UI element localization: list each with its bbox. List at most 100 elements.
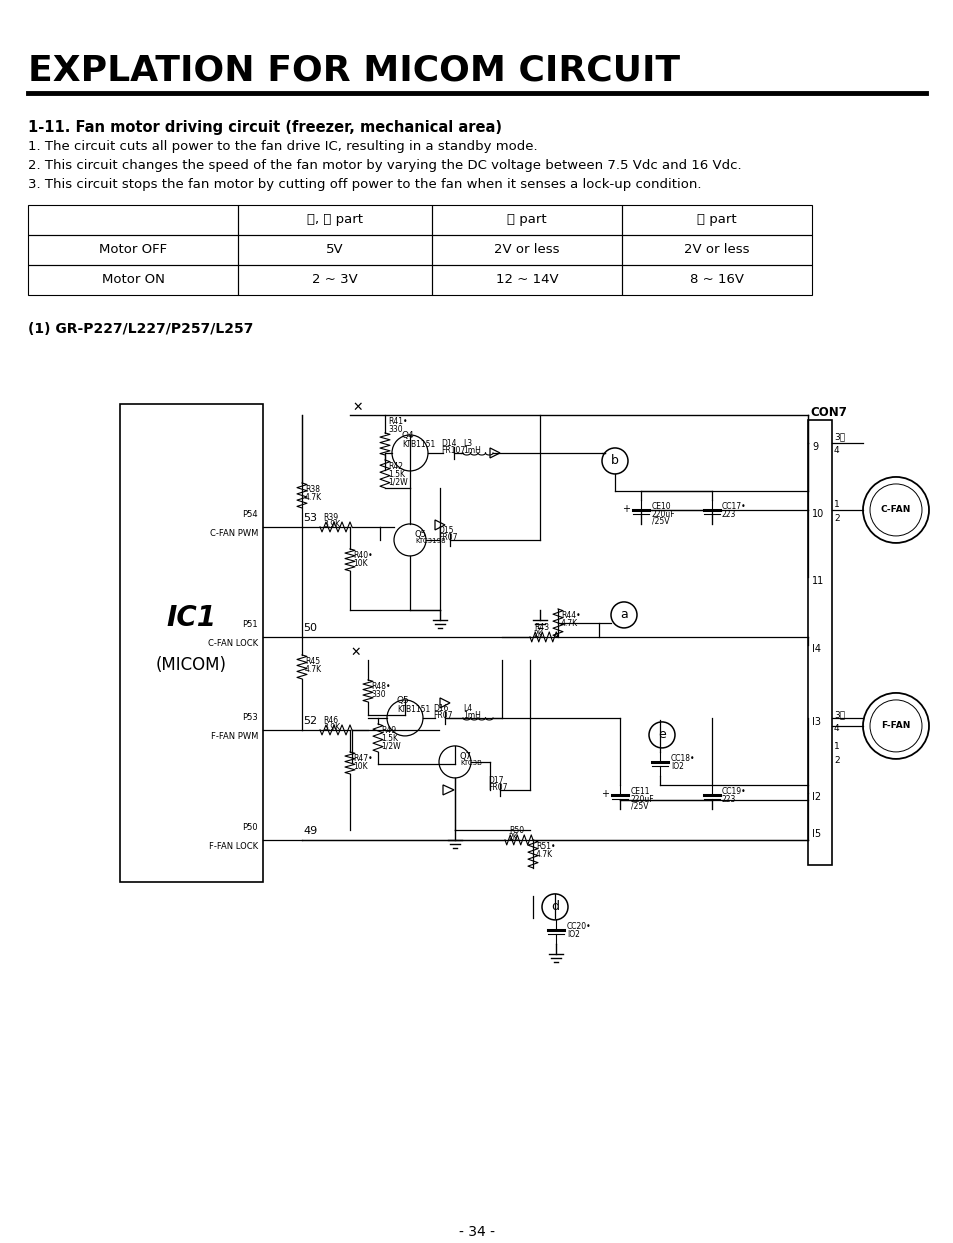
Text: CC20•: CC20•	[566, 922, 591, 931]
Text: 11: 11	[811, 576, 823, 585]
Bar	[28, 265, 237, 295]
Text: I2: I2	[811, 792, 821, 802]
Text: Motor ON: Motor ON	[101, 273, 164, 286]
Text: P53: P53	[242, 713, 257, 722]
Text: R46: R46	[323, 716, 337, 725]
Text: IC1: IC1	[167, 604, 216, 631]
Text: FR07: FR07	[437, 533, 457, 542]
Text: +: +	[600, 789, 608, 799]
Text: ✕: ✕	[352, 401, 362, 414]
Text: CC19•: CC19•	[721, 787, 746, 796]
Bar	[621, 235, 811, 265]
Text: R41•: R41•	[388, 416, 407, 426]
Text: d: d	[551, 900, 558, 914]
Text: R50: R50	[509, 825, 523, 835]
Text: R51•: R51•	[536, 842, 555, 851]
Text: 4: 4	[833, 723, 839, 733]
Text: 4.7K: 4.7K	[305, 665, 322, 674]
Text: R39: R39	[323, 513, 337, 522]
Text: 1: 1	[833, 500, 839, 508]
Text: e: e	[658, 728, 665, 741]
Text: ⓑ part: ⓑ part	[507, 214, 546, 226]
Text: IO2: IO2	[670, 762, 683, 771]
Text: 2: 2	[833, 513, 839, 523]
Bar	[621, 265, 811, 295]
Text: R42: R42	[388, 462, 402, 471]
Bar	[621, 205, 811, 235]
Text: CC17•: CC17•	[721, 502, 746, 511]
Text: 3. This circuit stops the fan motor by cutting off power to the fan when it sens: 3. This circuit stops the fan motor by c…	[28, 178, 700, 191]
Bar	[432, 205, 621, 235]
Text: a: a	[619, 608, 627, 622]
Text: C-FAN: C-FAN	[880, 506, 910, 515]
Text: +: +	[621, 503, 629, 513]
Text: 2: 2	[833, 756, 839, 764]
Text: D14: D14	[440, 439, 456, 447]
Text: C-FAN LOCK: C-FAN LOCK	[208, 639, 257, 648]
Text: 3⓸: 3⓸	[833, 710, 844, 718]
Text: /25V: /25V	[630, 802, 648, 810]
Text: R49: R49	[380, 726, 395, 735]
Text: R44•: R44•	[560, 610, 580, 620]
Text: Q5: Q5	[415, 530, 426, 539]
Text: Motor OFF: Motor OFF	[99, 244, 167, 256]
Text: b: b	[611, 455, 618, 467]
Text: 52: 52	[303, 716, 316, 726]
Text: 1-11. Fan motor driving circuit (freezer, mechanical area): 1-11. Fan motor driving circuit (freezer…	[28, 121, 501, 135]
Text: 223: 223	[721, 510, 736, 518]
Text: P54: P54	[242, 510, 257, 518]
Text: CE10: CE10	[651, 502, 671, 511]
Bar	[807, 420, 831, 865]
Text: 4.7K: 4.7K	[536, 850, 553, 859]
Text: 2 ~ 3V: 2 ~ 3V	[312, 273, 357, 286]
Text: (1) GR-P227/L227/P257/L257: (1) GR-P227/L227/P257/L257	[28, 322, 253, 336]
Text: 1/2W: 1/2W	[380, 742, 400, 751]
Text: 2V or less: 2V or less	[494, 244, 559, 256]
Text: 4.7K: 4.7K	[305, 493, 322, 502]
Text: KTC3B: KTC3B	[459, 759, 481, 766]
Text: I3: I3	[811, 717, 821, 727]
Text: P50: P50	[242, 823, 257, 832]
Text: ⓐ, ⓓ part: ⓐ, ⓓ part	[307, 214, 363, 226]
Text: D16: D16	[433, 704, 448, 713]
Text: EXPLATION FOR MICOM CIRCUIT: EXPLATION FOR MICOM CIRCUIT	[28, 53, 679, 88]
Text: 1mH: 1mH	[462, 711, 480, 720]
Text: 4: 4	[833, 446, 839, 455]
Text: 330: 330	[371, 690, 385, 699]
Text: 10K: 10K	[353, 559, 367, 568]
Text: 330: 330	[388, 425, 402, 434]
Text: R47•: R47•	[353, 755, 373, 763]
Text: 4.7K: 4.7K	[560, 619, 578, 628]
Text: 1mH: 1mH	[462, 446, 480, 455]
Text: F-FAN PWM: F-FAN PWM	[211, 732, 257, 741]
Text: P51: P51	[242, 620, 257, 629]
Text: CE11: CE11	[630, 787, 650, 796]
Text: IO2: IO2	[566, 930, 579, 938]
Text: 1: 1	[833, 742, 839, 751]
Text: 2K: 2K	[534, 630, 543, 639]
Text: 3.9K: 3.9K	[323, 520, 340, 530]
Text: 10: 10	[811, 508, 823, 518]
Text: CON7: CON7	[809, 406, 846, 419]
Text: KTC3198: KTC3198	[415, 538, 445, 544]
Bar	[120, 404, 263, 881]
Text: 50: 50	[303, 623, 316, 633]
Text: 2K: 2K	[509, 833, 518, 842]
Text: - 34 -: - 34 -	[458, 1224, 495, 1239]
Bar	[432, 235, 621, 265]
Text: (MICOM): (MICOM)	[156, 656, 227, 674]
Text: C-FAN PWM: C-FAN PWM	[210, 530, 257, 538]
Text: L4: L4	[462, 704, 472, 713]
Text: FR07: FR07	[433, 711, 452, 720]
Text: Q7: Q7	[459, 752, 472, 761]
Text: CC18•: CC18•	[670, 755, 695, 763]
Text: Q4: Q4	[401, 431, 415, 440]
Text: Q5: Q5	[396, 696, 410, 705]
Text: D15: D15	[437, 526, 453, 534]
Text: R38: R38	[305, 485, 319, 493]
Text: /25V: /25V	[651, 517, 669, 526]
Text: 1.5K: 1.5K	[380, 733, 397, 743]
Bar	[28, 235, 237, 265]
Text: 5V: 5V	[326, 244, 343, 256]
Text: R40•: R40•	[353, 551, 373, 559]
